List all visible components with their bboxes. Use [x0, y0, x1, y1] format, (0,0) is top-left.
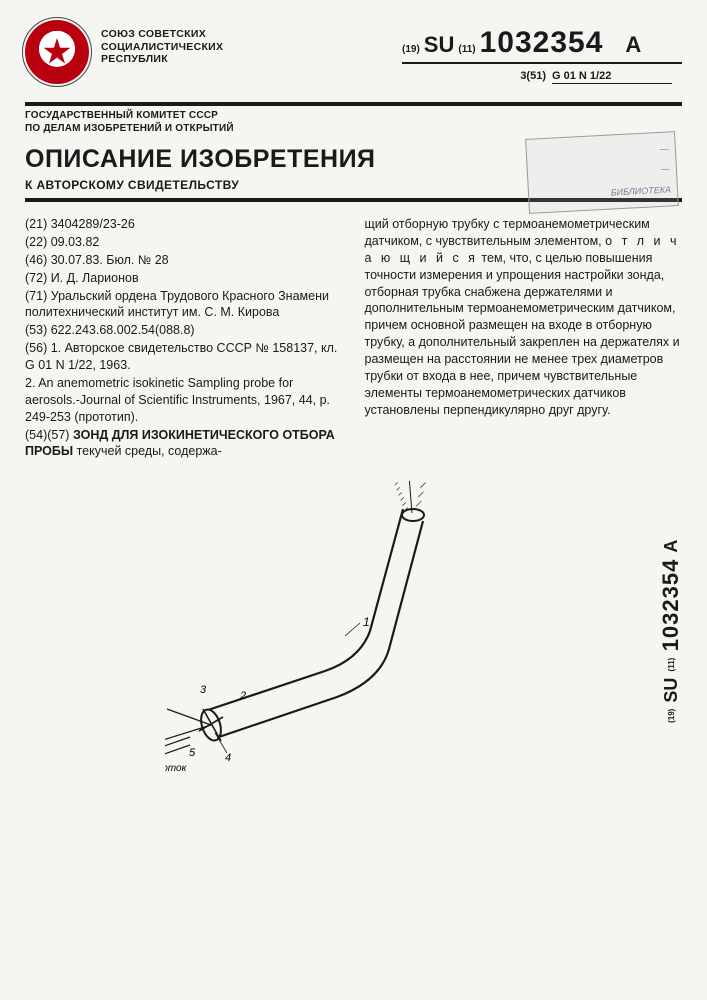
patent-underline	[402, 62, 682, 64]
field-72: (72) И. Д. Ларионов	[25, 270, 343, 287]
field-56-1: (56) 1. Авторское свидетельство СССР № 1…	[25, 340, 343, 374]
field-54-57: (54)(57) ЗОНД ДЛЯ ИЗОКИНЕТИЧЕСКОГО ОТБОР…	[25, 427, 343, 461]
union-text: СОЮЗ СОВЕТСКИХ СОЦИАЛИСТИЧЕСКИХ РЕСПУБЛИ…	[101, 20, 390, 66]
ref-label-1: 1	[363, 615, 370, 629]
tube-top-edge	[205, 509, 403, 711]
ref-label-4: 4	[225, 752, 231, 764]
header-row: СОЮЗ СОВЕТСКИХ СОЦИАЛИСТИЧЕСКИХ РЕСПУБЛИ…	[25, 20, 682, 94]
text-columns: (21) 3404289/23-26 (22) 09.03.82 (46) 30…	[25, 216, 682, 461]
su-code: SU	[424, 32, 455, 58]
stamp-line: —	[661, 164, 671, 174]
ref-label-3: 3	[200, 684, 207, 696]
prefix-19: (19)	[402, 44, 420, 55]
patent-id-block: (19) SU (11) 1032354 A 3(51) G 01 N 1/22	[402, 20, 682, 94]
ipc-code: G 01 N 1/22	[552, 70, 672, 84]
ref-label-5: 5	[189, 747, 196, 759]
title-continuation: текучей среды, содержа-	[73, 444, 222, 458]
rule-top	[25, 102, 682, 106]
committee-text: ГОСУДАРСТВЕННЫЙ КОМИТЕТ СССР ПО ДЕЛАМ ИЗ…	[25, 110, 682, 135]
left-column: (21) 3404289/23-26 (22) 09.03.82 (46) 30…	[25, 216, 343, 461]
lead-wire	[417, 481, 425, 511]
field-53: (53) 622.243.68.002.54(088.8)	[25, 322, 343, 339]
side-mid: (11)	[667, 658, 676, 672]
ref-label-2: 2	[239, 690, 246, 702]
side-prefix: (19)	[667, 708, 676, 722]
stamp-line: БИБЛИОТЕКА	[611, 184, 672, 197]
field-prefix: (54)(57)	[25, 428, 73, 442]
right-column: щий отборную трубку с термоанемометричес…	[365, 216, 683, 461]
field-71: (71) Уральский ордена Трудового Красного…	[25, 288, 343, 322]
side-suffix: A	[661, 540, 682, 553]
lead-wire	[393, 481, 407, 511]
library-stamp: — — БИБЛИОТЕКА	[525, 131, 679, 214]
ipc-row: 3(51) G 01 N 1/22	[402, 70, 672, 84]
prefix-11: (11)	[458, 44, 475, 55]
abstract-text: щий отборную трубку с термоанемометричес…	[365, 216, 683, 419]
abstract-rest: тем, что, с целью повышения точности изм…	[365, 251, 680, 417]
probe-figure: Поток 1 2 3 4 5	[165, 481, 525, 781]
patent-number: 1032354	[480, 26, 604, 60]
field-21: (21) 3404289/23-26	[25, 216, 343, 233]
figure-area: Поток 1 2 3 4 5 A 1032354 (11) SU (19)	[25, 471, 682, 791]
ussr-emblem-icon	[25, 20, 89, 84]
patent-suffix: A	[625, 32, 641, 58]
field-56-2: 2. An anemometric isokinetic Sampling pr…	[25, 375, 343, 426]
stamp-line: —	[660, 144, 670, 154]
ipc-prefix: 3(51)	[520, 70, 546, 84]
side-patent-label: A 1032354 (11) SU (19)	[658, 540, 684, 723]
field-22: (22) 09.03.82	[25, 234, 343, 251]
flow-indicator: Поток	[165, 737, 190, 774]
flow-label: Поток	[165, 763, 188, 774]
side-number: 1032354	[658, 559, 684, 652]
field-46: (46) 30.07.83. Бюл. № 28	[25, 252, 343, 269]
side-su: SU	[661, 677, 682, 702]
